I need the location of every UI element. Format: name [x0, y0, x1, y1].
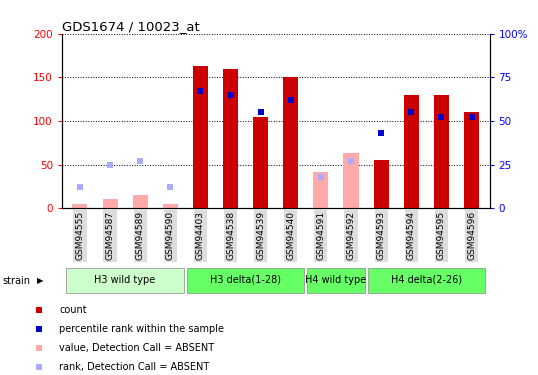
FancyBboxPatch shape: [187, 268, 305, 293]
Bar: [73, 204, 88, 208]
Text: GSM94589: GSM94589: [136, 211, 145, 260]
Text: GDS1674 / 10023_at: GDS1674 / 10023_at: [62, 20, 200, 33]
FancyBboxPatch shape: [367, 268, 485, 293]
FancyBboxPatch shape: [66, 268, 184, 293]
Text: GSM94587: GSM94587: [105, 211, 115, 260]
Text: GSM94592: GSM94592: [346, 211, 356, 260]
Bar: [133, 195, 148, 208]
Text: GSM94538: GSM94538: [226, 211, 235, 260]
Text: GSM94403: GSM94403: [196, 211, 205, 260]
Text: H4 wild type: H4 wild type: [306, 275, 366, 285]
Bar: [343, 153, 358, 208]
Bar: [313, 171, 328, 208]
Text: GSM94555: GSM94555: [75, 211, 84, 260]
Bar: [373, 160, 388, 208]
Bar: [253, 117, 268, 208]
Text: strain: strain: [3, 276, 31, 285]
Bar: [404, 95, 419, 208]
Text: GSM94593: GSM94593: [377, 211, 386, 260]
Text: count: count: [59, 305, 87, 315]
Bar: [103, 200, 118, 208]
Text: GSM94595: GSM94595: [437, 211, 446, 260]
Text: percentile rank within the sample: percentile rank within the sample: [59, 324, 224, 334]
FancyBboxPatch shape: [307, 268, 365, 293]
Text: GSM94591: GSM94591: [316, 211, 325, 260]
Text: GSM94540: GSM94540: [286, 211, 295, 260]
Bar: [223, 69, 238, 208]
Text: value, Detection Call = ABSENT: value, Detection Call = ABSENT: [59, 343, 214, 353]
Bar: [464, 112, 479, 208]
Text: rank, Detection Call = ABSENT: rank, Detection Call = ABSENT: [59, 362, 209, 372]
Text: H3 delta(1-28): H3 delta(1-28): [210, 275, 281, 285]
Bar: [163, 204, 178, 208]
Text: GSM94594: GSM94594: [407, 211, 416, 260]
Bar: [434, 95, 449, 208]
Text: ▶: ▶: [37, 276, 43, 285]
Text: H3 wild type: H3 wild type: [95, 275, 155, 285]
Bar: [193, 66, 208, 208]
Text: GSM94590: GSM94590: [166, 211, 175, 260]
Bar: [283, 77, 298, 208]
Text: H4 delta(2-26): H4 delta(2-26): [391, 275, 462, 285]
Text: GSM94539: GSM94539: [256, 211, 265, 260]
Text: GSM94596: GSM94596: [467, 211, 476, 260]
